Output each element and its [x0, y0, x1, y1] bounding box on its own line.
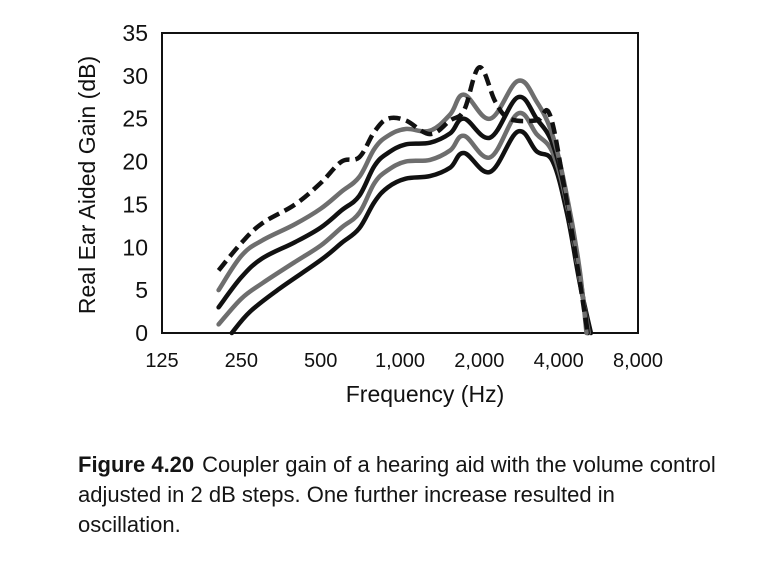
series-line-5 — [216, 65, 590, 334]
y-tick-label: 25 — [122, 106, 148, 132]
series-line-2 — [216, 110, 591, 336]
y-tick-label: 20 — [122, 149, 148, 175]
series-line-1 — [229, 128, 594, 336]
y-tick-labels: 0 5 10 15 20 25 30 35 — [122, 20, 148, 346]
x-tick-label: 125 — [145, 350, 178, 372]
y-tick-label: 5 — [135, 277, 148, 303]
y-tick-label: 30 — [122, 63, 148, 89]
series-line-4 — [216, 78, 589, 336]
y-tick-label: 0 — [135, 320, 148, 346]
figure-number: Figure 4.20 — [78, 452, 195, 477]
x-tick-labels: 125 250 500 1,000 2,000 4,000 8,000 — [145, 350, 663, 372]
x-tick-label: 500 — [304, 350, 337, 372]
series-line-3 — [216, 94, 590, 336]
y-tick-label: 35 — [122, 20, 148, 46]
y-axis-label: Real Ear Aided Gain (dB) — [74, 56, 100, 314]
x-tick-label: 8,000 — [613, 350, 663, 372]
figure-caption: Figure 4.20 Coupler gain of a hearing aid… — [78, 450, 718, 540]
x-tick-label: 4,000 — [534, 350, 584, 372]
figure-caption-text: Coupler gain of a hearing aid with the v… — [78, 452, 716, 537]
x-tick-label: 2,000 — [454, 350, 504, 372]
chart: 125 250 500 1,000 2,000 4,000 8,000 0 5 10 15 20 25… — [74, 20, 663, 407]
x-tick-label: 1,000 — [375, 350, 425, 372]
series-layer — [216, 65, 594, 336]
x-tick-label: 250 — [225, 350, 258, 372]
x-axis-label: Frequency (Hz) — [346, 381, 504, 407]
y-tick-label: 10 — [122, 234, 148, 260]
y-tick-label: 15 — [122, 191, 148, 217]
